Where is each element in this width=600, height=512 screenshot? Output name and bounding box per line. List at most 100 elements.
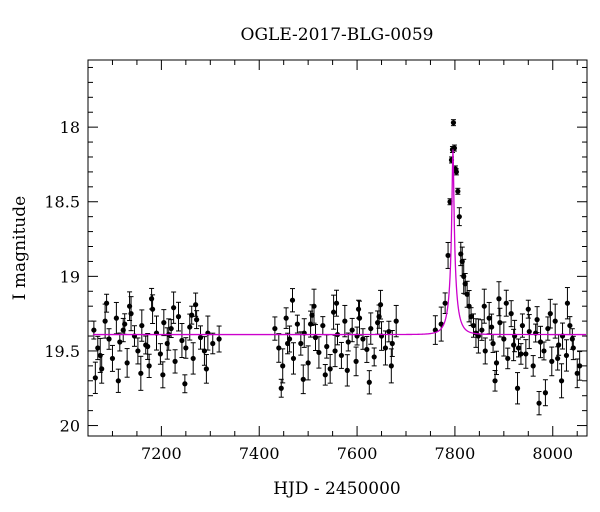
data-marker [160,372,166,378]
data-marker [126,303,133,309]
data-point [393,304,399,338]
data-marker [450,120,457,126]
data-point [360,328,366,350]
data-point [364,335,370,363]
data-point [179,322,185,359]
data-marker [161,320,167,326]
data-marker [145,343,151,350]
data-marker [322,372,328,378]
data-point [530,355,536,377]
data-marker [139,322,145,329]
data-point [115,368,121,393]
data-marker [526,328,532,335]
data-point [97,337,103,373]
data-marker [320,322,326,329]
data-marker [511,342,517,348]
data-marker [541,348,547,354]
data-marker [92,375,98,381]
data-point [569,328,575,350]
data-marker [109,355,116,362]
data-marker [286,336,293,342]
x-axis: 7200 7400 7600 7800 8000 [141,60,573,463]
x-tick-label: 7600 [337,444,378,463]
data-marker [567,322,573,329]
data-point [552,303,558,339]
data-marker [489,324,495,330]
data-point [501,321,507,357]
data-marker [115,378,121,384]
data-point [216,325,222,353]
data-point [526,314,532,350]
data-point [145,332,151,360]
data-point [503,289,509,317]
data-marker [486,315,492,321]
data-point [378,321,385,351]
data-point [525,299,531,319]
data-marker [102,318,108,324]
y-axis: 18 18.5 19 19.5 20 [44,118,587,436]
data-marker [316,349,322,356]
data-point [139,309,145,342]
data-marker [481,303,487,309]
data-point [555,346,561,371]
data-marker [289,297,296,303]
data-point [537,325,544,359]
data-point [342,304,348,338]
data-point [124,348,130,378]
data-point [298,331,304,356]
data-marker [283,315,289,321]
data-point [148,287,155,310]
data-point [289,288,296,313]
data-point [280,348,286,384]
data-marker [311,303,317,309]
data-marker [366,379,372,385]
data-marker [549,358,555,364]
data-marker [519,322,526,329]
data-marker [505,355,511,362]
data-marker [376,314,382,320]
data-point [171,291,177,324]
data-point [294,314,300,334]
data-point [91,320,97,340]
data-marker [493,360,500,366]
data-marker [515,345,522,351]
data-marker [552,318,558,324]
data-marker [368,325,374,332]
data-marker [124,360,130,366]
data-marker [135,348,141,354]
data-point [300,364,306,395]
data-marker [338,352,345,359]
data-point [451,144,458,152]
data-point [189,305,195,325]
data-marker [564,300,571,306]
data-point [172,349,178,374]
data-marker [371,354,377,360]
data-marker [305,360,311,366]
data-marker [290,355,297,362]
y-axis-label: I magnitude [10,196,30,300]
data-marker [187,324,193,330]
data-point [135,337,141,365]
data-point [486,301,492,335]
data-marker [530,363,536,369]
data-marker [148,296,155,302]
data-point [182,374,188,394]
data-marker [523,351,529,357]
data-point [376,304,382,329]
data-marker [388,363,394,369]
data-marker [496,296,502,302]
data-marker [342,318,348,324]
data-point [354,326,360,346]
data-marker [298,340,304,347]
data-marker [300,376,306,382]
data-marker [514,385,521,391]
data-marker [456,214,462,220]
data-marker [382,345,389,351]
data-point [161,309,167,337]
data-point [344,354,350,387]
data-point [305,345,311,381]
data-point [366,370,372,395]
data-marker [168,325,174,332]
data-point [103,293,110,313]
